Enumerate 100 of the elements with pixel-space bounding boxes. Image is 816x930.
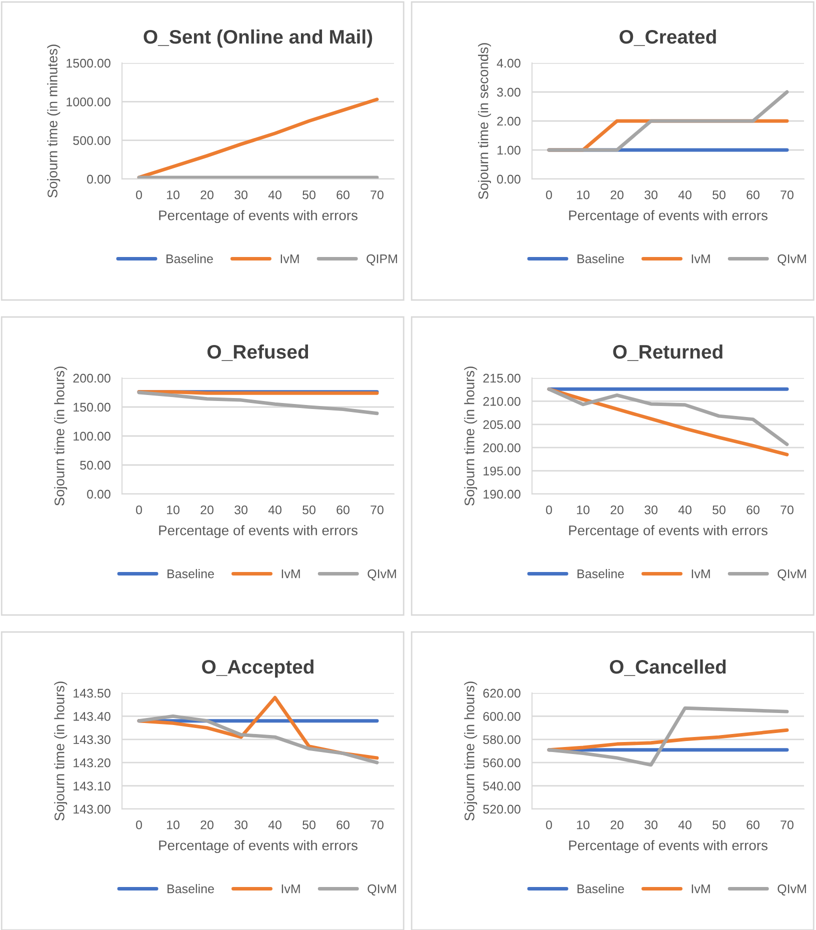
- chart-title: O_Accepted: [202, 659, 314, 678]
- y-tick-label: 150.00: [74, 402, 110, 412]
- y-tick-label: 143.00: [74, 804, 110, 814]
- x-tick-label: 50: [302, 820, 316, 830]
- x-axis-title: Percentage of events with errors: [569, 210, 768, 224]
- x-axis-title: Percentage of events with errors: [159, 210, 358, 224]
- x-tick-label: 40: [268, 820, 282, 830]
- y-tick-label: 520.00: [483, 804, 520, 814]
- y-tick-label: 0.00: [87, 174, 110, 184]
- y-tick-label: 620.00: [483, 688, 520, 698]
- x-tick-label: 30: [234, 820, 248, 830]
- x-tick-label: 10: [167, 820, 180, 830]
- y-axis-title: Sojourn time (in hours): [464, 366, 478, 506]
- x-tick-label: 70: [370, 505, 384, 514]
- chart-title: O_Returned: [613, 344, 722, 361]
- y-axis-title: Sojourn time (in hours): [54, 366, 68, 506]
- x-tick-label: 0: [546, 505, 552, 514]
- y-tick-label: 3.00: [497, 88, 520, 97]
- y-tick-label: 0.00: [87, 490, 110, 499]
- y-axis-title: Sojourn time (in seconds): [478, 43, 492, 200]
- legend-label: Baseline: [166, 254, 213, 264]
- y-tick-label: 143.10: [74, 782, 110, 790]
- x-tick-label: 60: [746, 820, 760, 830]
- y-tick-label: 1000.00: [66, 97, 110, 106]
- x-tick-label: 0: [546, 190, 552, 200]
- x-tick-label: 30: [644, 190, 658, 200]
- y-tick-label: 600.00: [483, 712, 520, 721]
- y-tick-label: 190.00: [484, 490, 520, 499]
- legend-label: IvM: [692, 570, 710, 578]
- x-axis-title: Percentage of events with errors: [569, 525, 768, 538]
- x-tick-label: 10: [167, 190, 180, 200]
- y-tick-label: 143.40: [74, 712, 110, 721]
- x-tick-label: 50: [712, 505, 726, 514]
- y-axis-title: Sojourn time (in hours): [464, 682, 478, 821]
- y-tick-label: 0.00: [497, 174, 520, 184]
- x-tick-label: 40: [678, 820, 692, 830]
- y-tick-label: 540.00: [483, 782, 520, 790]
- x-axis-title: Percentage of events with errors: [159, 840, 358, 854]
- y-tick-label: 580.00: [483, 735, 520, 744]
- x-tick-label: 20: [200, 505, 214, 514]
- chart-title: O_Cancelled: [610, 659, 726, 676]
- legend-label: QIvM: [368, 569, 396, 580]
- x-tick-label: 20: [610, 505, 624, 514]
- x-tick-label: 40: [678, 190, 692, 200]
- x-tick-label: 70: [780, 820, 794, 830]
- chart-title: O_Sent (Online and Mail): [144, 29, 372, 48]
- x-tick-label: 0: [136, 190, 142, 200]
- y-tick-label: 210.00: [483, 397, 520, 406]
- x-tick-label: 0: [546, 820, 552, 830]
- x-tick-label: 10: [577, 505, 590, 514]
- y-tick-label: 195.00: [484, 466, 520, 476]
- x-tick-label: 60: [746, 505, 760, 514]
- y-tick-label: 143.50: [74, 688, 110, 698]
- x-tick-label: 30: [644, 505, 658, 514]
- x-tick-label: 70: [370, 820, 384, 830]
- legend-label: Baseline: [168, 569, 214, 578]
- x-tick-label: 60: [336, 820, 350, 830]
- legend-label: Baseline: [168, 884, 214, 894]
- x-tick-label: 10: [167, 505, 180, 514]
- legend-label: QIvM: [778, 254, 806, 266]
- x-tick-label: 60: [746, 190, 760, 200]
- x-tick-label: 10: [577, 190, 590, 200]
- x-tick-label: 70: [780, 505, 794, 514]
- y-tick-label: 200.00: [483, 443, 520, 452]
- x-tick-label: 60: [336, 505, 350, 514]
- legend-label: QIvM: [778, 884, 806, 896]
- x-tick-label: 20: [610, 190, 624, 200]
- y-tick-label: 50.00: [80, 460, 110, 470]
- chart-title: O_Refused: [207, 344, 308, 361]
- x-tick-label: 20: [200, 190, 214, 200]
- x-tick-label: 20: [610, 820, 624, 830]
- x-tick-label: 40: [268, 190, 282, 200]
- x-tick-label: 50: [712, 190, 726, 200]
- legend-label: Baseline: [578, 884, 624, 894]
- y-axis-title: Sojourn time (in hours): [54, 682, 68, 821]
- x-tick-label: 70: [780, 190, 794, 200]
- y-tick-label: 2.00: [497, 116, 520, 126]
- x-tick-label: 30: [234, 190, 248, 200]
- x-tick-label: 50: [302, 190, 316, 200]
- x-tick-label: 20: [200, 820, 214, 830]
- x-tick-label: 70: [370, 190, 384, 200]
- x-tick-label: 50: [712, 820, 726, 830]
- y-tick-label: 560.00: [483, 758, 520, 768]
- legend-label: IvM: [280, 254, 299, 264]
- y-tick-label: 205.00: [483, 420, 520, 430]
- y-tick-label: 143.20: [74, 758, 110, 768]
- y-tick-label: 1500.00: [66, 58, 110, 68]
- legend-label: QIvM: [368, 884, 396, 896]
- legend-label: Baseline: [578, 254, 624, 264]
- y-tick-label: 100.00: [74, 432, 110, 441]
- legend-label: Baseline: [578, 569, 624, 578]
- x-tick-label: 50: [302, 505, 316, 514]
- y-tick-label: 4.00: [496, 58, 520, 68]
- y-tick-label: 500.00: [73, 136, 110, 145]
- x-tick-label: 40: [678, 505, 692, 514]
- x-tick-label: 0: [136, 505, 142, 514]
- legend-label: IvM: [692, 254, 710, 264]
- x-tick-label: 30: [234, 505, 248, 514]
- x-axis-title: Percentage of events with errors: [159, 525, 358, 538]
- x-tick-label: 0: [136, 820, 142, 830]
